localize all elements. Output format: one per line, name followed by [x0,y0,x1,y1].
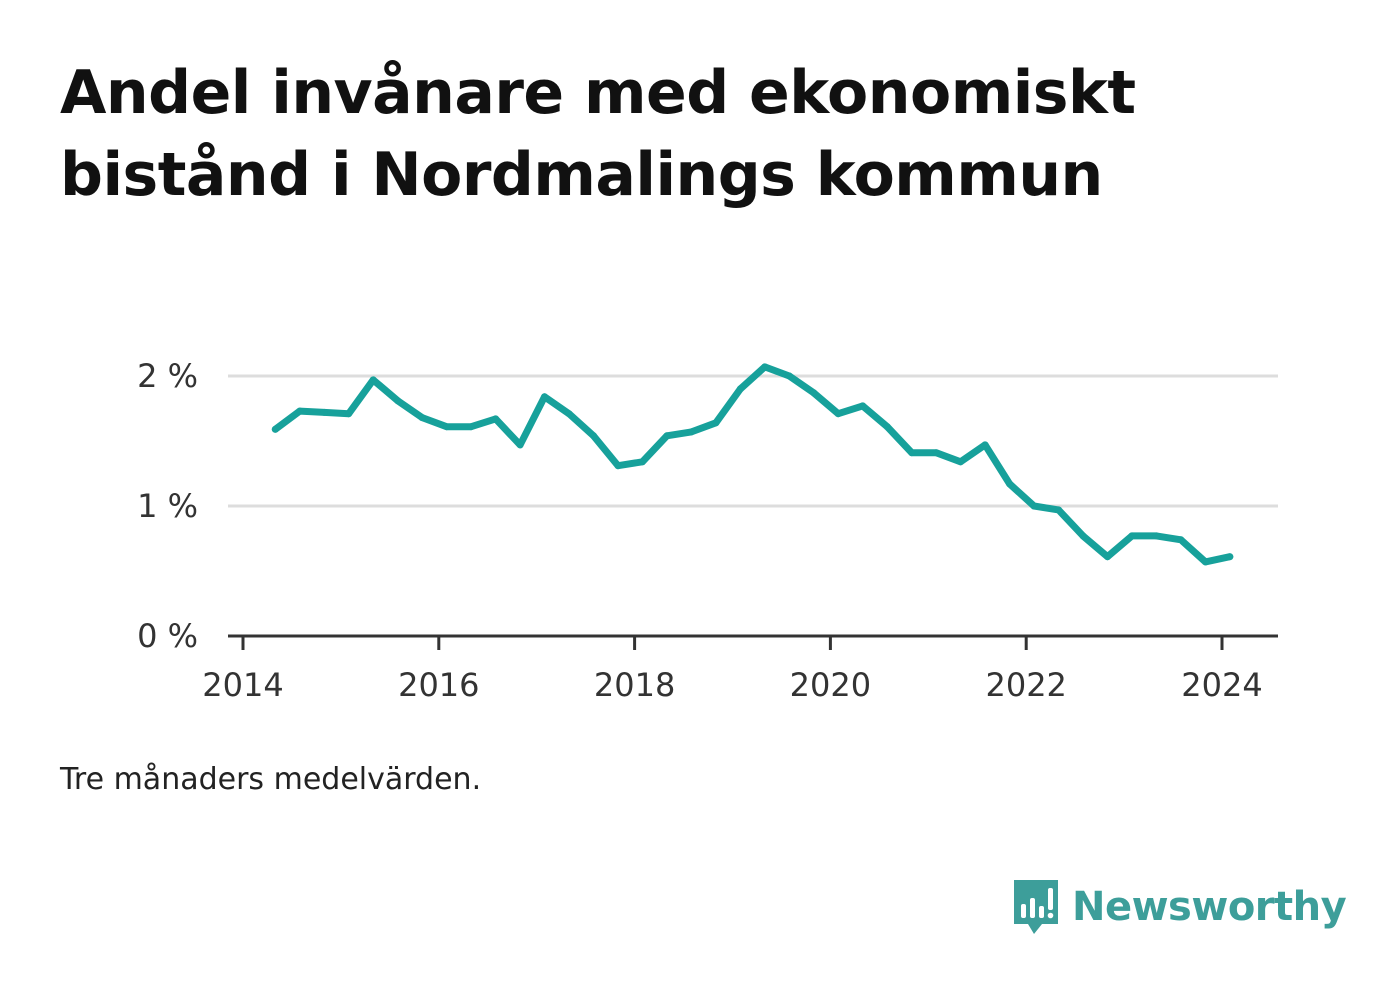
data-point [1006,480,1014,488]
data-point [320,408,328,416]
data-point [712,419,720,427]
x-tick-label: 2016 [398,666,479,704]
x-tick-label: 2022 [985,666,1066,704]
data-point [1104,553,1111,561]
data-point [638,458,646,466]
data-point [492,415,500,423]
data-point [565,410,573,418]
data-point [516,441,524,449]
data-point [761,363,769,371]
gridlines [228,374,1278,508]
data-point [1152,532,1160,540]
data-point [443,423,451,431]
data-point [1177,536,1185,544]
x-tick-label: 2014 [202,666,283,704]
brand-name: Newsworthy [1072,884,1347,930]
chart-note: Tre månaders medelvärden. [60,762,482,797]
x-tick-label: 2018 [594,666,675,704]
data-point [957,458,965,466]
data-point [687,428,695,436]
y-tick-label: 0 % [137,617,198,655]
data-point [1128,532,1136,540]
series [271,363,1234,566]
series-line-0 [271,363,1234,566]
x-tick-label: 2020 [790,666,871,704]
x-tick-label: 2024 [1181,666,1262,704]
data-point [1079,532,1087,540]
axes: 0 % 1 % 2 % 2014 2016 2018 2020 2022 2024 [137,357,1278,704]
data-point [296,407,304,415]
data-point [736,385,744,393]
y-tick-label: 2 % [137,357,198,395]
data-point [271,425,279,433]
data-point [1055,506,1062,514]
data-point [859,402,867,410]
data-point [614,462,622,470]
data-point [1201,558,1209,566]
data-point [541,393,548,401]
data-point [883,423,891,431]
data-point [663,432,671,440]
data-point [908,449,916,457]
data-point [467,423,475,431]
newsworthy-logo-icon [1014,880,1058,934]
y-tick-label: 1 % [137,487,198,525]
data-point [834,410,842,418]
data-point [932,449,940,457]
data-point [810,389,818,397]
data-point [1226,553,1234,561]
data-point [1030,502,1038,510]
data-point [394,397,402,405]
data-point [590,432,597,440]
data-point [418,414,426,422]
brand-logo: Newsworthy [1010,876,1347,938]
data-point [981,441,989,449]
data-point [345,410,353,418]
data-point [369,376,377,384]
chart-title: Andel invånare med ekonomiskt bistånd i … [60,58,1136,210]
data-point [785,372,793,380]
